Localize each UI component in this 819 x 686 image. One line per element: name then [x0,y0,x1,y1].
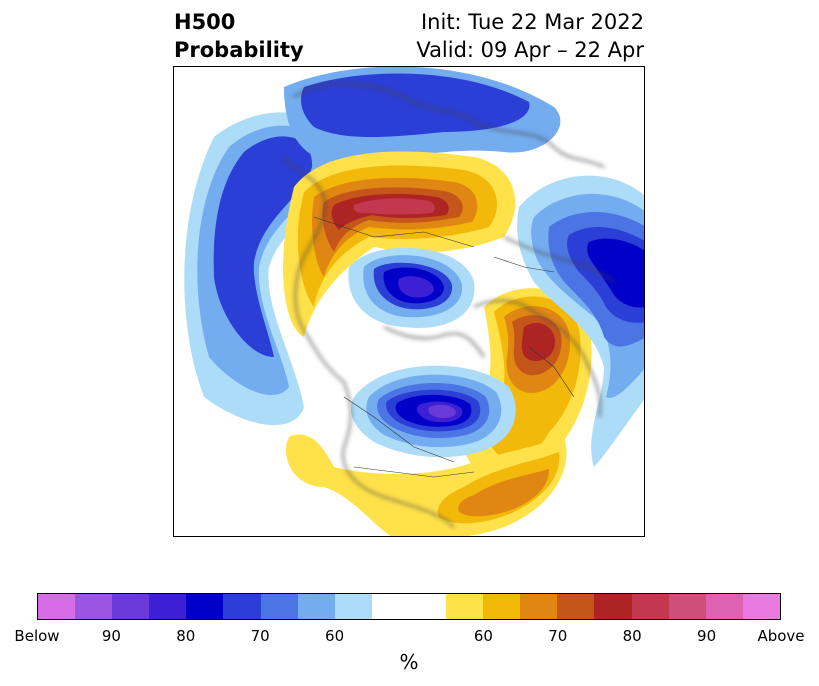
probability-map [173,66,645,537]
colorbar-tick-label: Below [14,627,60,645]
colorbar-segment [705,594,743,619]
colorbar-segment [297,594,335,619]
colorbar-segment [520,594,558,619]
colorbar-segment [149,594,187,619]
title-variable: H500 [174,10,236,34]
colorbar-tick-label: 90 [101,627,121,645]
europe-ridge-80 [521,323,556,362]
na-trough-90 [428,404,457,418]
colorbar-segment [38,594,76,619]
coastlines [283,83,615,528]
colorbar-tick-label: 60 [325,627,345,645]
colorbar-tick-label: 80 [176,627,196,645]
colorbar-segment [668,594,706,619]
colorbar-segment [408,594,447,619]
arctic-trough-85 [398,276,434,298]
colorbar-segment [631,594,669,619]
colorbar-tick-label: Above [757,627,805,645]
colorbar-tick-label: 60 [473,627,493,645]
colorbar-segment [334,594,372,619]
colorbar-segment [594,594,632,619]
colorbar-segment [260,594,298,619]
colorbar-segment [75,594,113,619]
colorbar-tick-label: 70 [250,627,270,645]
borders [313,216,575,478]
asia-ridge-85 [353,198,435,215]
title-type: Probability [174,38,304,62]
map-svg [184,67,644,536]
pacific-low-70 [213,136,313,357]
title-left: H500 Probability [174,8,304,64]
colorbar-segment [371,594,409,619]
title-right: Init: Tue 22 Mar 2022 Valid: 09 Apr – 22… [416,8,644,64]
colorbar-segment [446,594,484,619]
south-ridge-70 [458,469,549,517]
colorbar-segment [186,594,224,619]
colorbar-segment [112,594,150,619]
init-date: Init: Tue 22 Mar 2022 [420,10,644,34]
colorbar-tick-label: 80 [622,627,642,645]
colorbar-segment [742,594,780,619]
colorbar-tick-label: 70 [548,627,568,645]
valid-dates: Valid: 09 Apr – 22 Apr [416,38,644,62]
colorbar-segment [223,594,261,619]
contour-fields [184,67,644,536]
colorbar-segment [483,594,521,619]
colorbar-tick-label: 90 [697,627,717,645]
colorbar-unit: % [399,650,419,674]
east-low-80 [587,238,644,308]
colorbar [37,593,781,620]
colorbar-segment [557,594,595,619]
